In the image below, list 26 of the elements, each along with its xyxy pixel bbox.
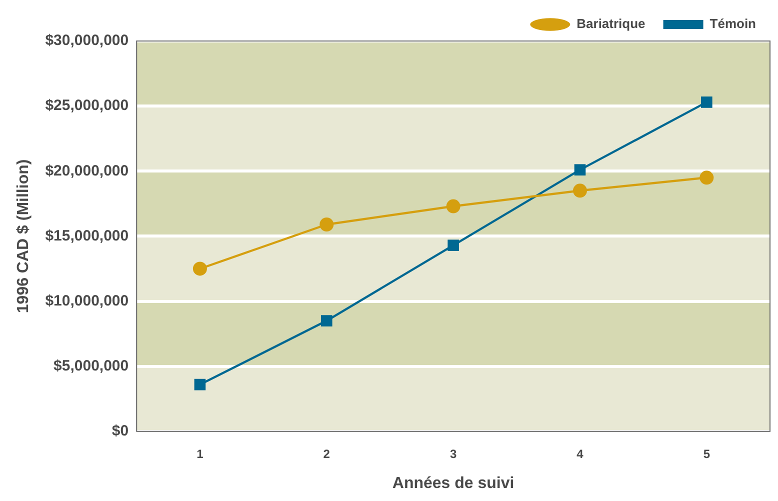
point — [572, 184, 587, 198]
point — [320, 217, 334, 232]
x-tick-label: 2 — [323, 446, 330, 461]
y-tick-label: $20,000,000 — [45, 162, 129, 180]
point — [701, 96, 712, 108]
x-tick-label: 1 — [196, 446, 204, 461]
y-tick-label: $15,000,000 — [45, 227, 129, 244]
x-tick-label: 5 — [703, 446, 710, 461]
y-tick-label: $30,000,000 — [45, 32, 129, 50]
y-tick-label: $5,000,000 — [54, 357, 129, 374]
point — [320, 315, 332, 326]
y-tick-label: $10,000,000 — [45, 292, 129, 310]
y-tick-label: $25,000,000 — [45, 97, 129, 114]
legend-label: Témoin — [710, 16, 756, 32]
y-tick-label: $0 — [112, 422, 129, 440]
point — [574, 164, 586, 176]
point — [448, 240, 459, 251]
point — [700, 170, 714, 185]
point — [192, 262, 207, 276]
legend-label: Bariatrique — [576, 16, 646, 32]
x-axis-title: Années de suivi — [392, 474, 514, 492]
x-tick-label: 3 — [450, 446, 457, 461]
point — [446, 199, 460, 214]
x-tick-label: 4 — [576, 446, 584, 461]
point — [194, 378, 206, 390]
y-axis-title: 1996 CAD $ (Million) — [15, 159, 32, 314]
